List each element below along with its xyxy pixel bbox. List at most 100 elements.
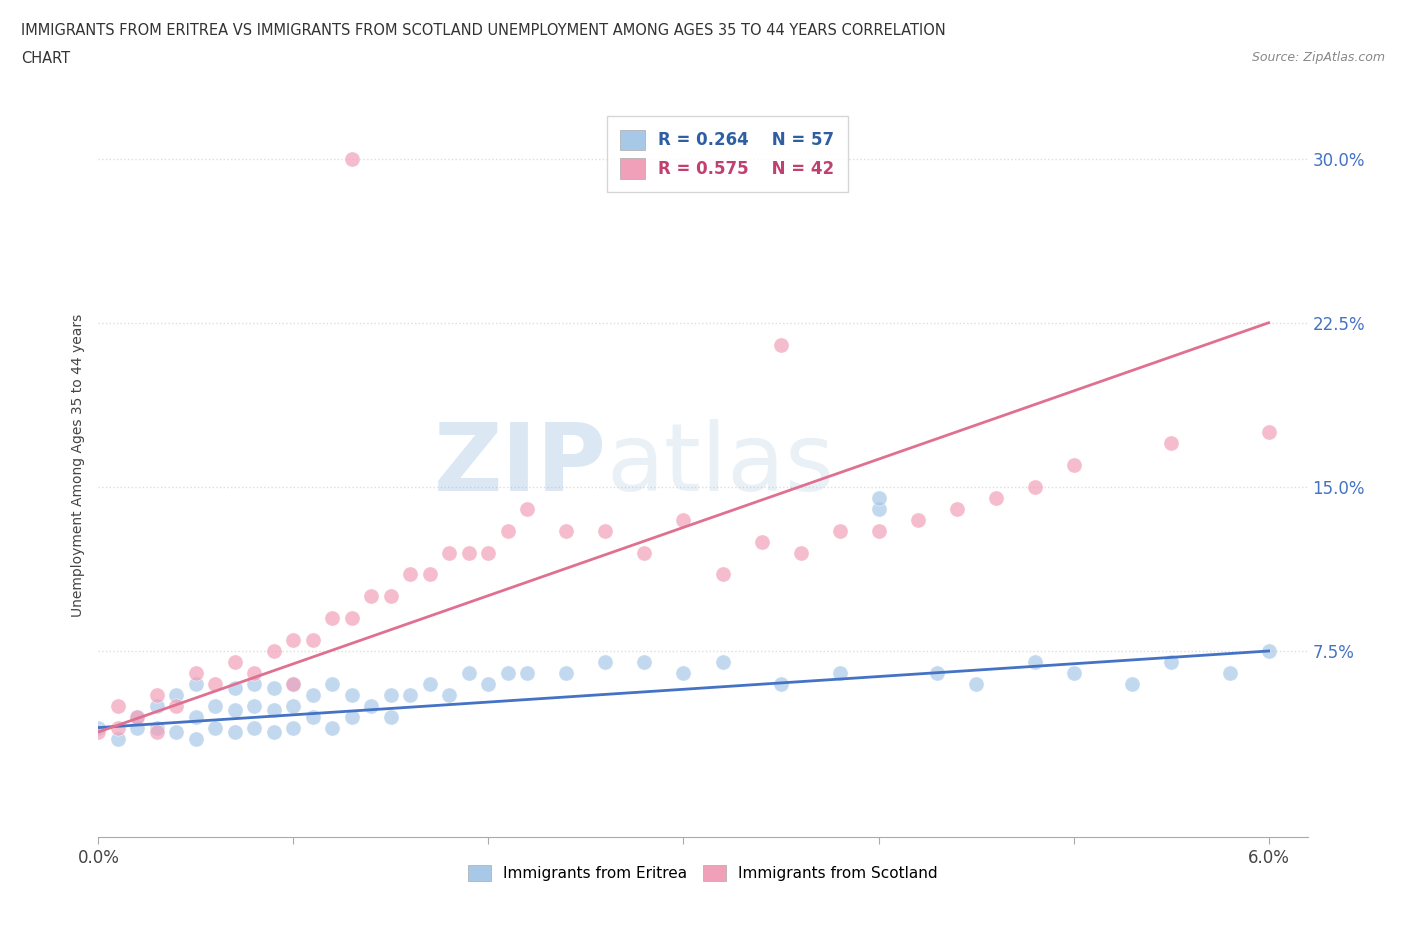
Point [399,687,422,702]
Point [263,681,285,696]
Point [380,710,402,724]
Point [224,681,246,696]
Point [711,567,734,582]
Point [263,644,285,658]
Point [496,666,519,681]
Point [224,655,246,670]
Point [283,698,305,713]
Point [399,567,422,582]
Point [672,512,695,527]
Point [243,666,266,681]
Point [907,512,929,527]
Point [184,666,207,681]
Point [672,666,695,681]
Text: atlas: atlas [606,419,835,511]
Point [127,710,149,724]
Point [1024,480,1046,495]
Point [107,731,129,746]
Point [283,720,305,735]
Point [868,524,890,538]
Point [868,501,890,516]
Point [595,524,617,538]
Point [243,676,266,691]
Point [751,534,773,549]
Y-axis label: Unemployment Among Ages 35 to 44 years: Unemployment Among Ages 35 to 44 years [72,313,86,617]
Point [224,703,246,718]
Point [380,589,402,604]
Point [1257,644,1279,658]
Point [165,724,187,739]
Point [945,501,967,516]
Point [165,698,187,713]
Point [458,666,481,681]
Point [769,676,792,691]
Text: Source: ZipAtlas.com: Source: ZipAtlas.com [1251,51,1385,64]
Point [925,666,948,681]
Point [243,720,266,735]
Point [828,666,851,681]
Point [458,545,481,560]
Point [769,338,792,352]
Point [633,655,655,670]
Point [340,710,363,724]
Point [828,524,851,538]
Point [595,655,617,670]
Point [263,724,285,739]
Point [711,655,734,670]
Point [419,567,441,582]
Point [204,676,226,691]
Point [516,666,538,681]
Point [263,703,285,718]
Point [439,687,461,702]
Point [184,731,207,746]
Point [321,676,343,691]
Point [1160,655,1182,670]
Point [555,524,578,538]
Point [1121,676,1143,691]
Point [283,632,305,647]
Point [321,720,343,735]
Point [477,676,499,691]
Point [184,676,207,691]
Point [204,698,226,713]
Point [87,724,110,739]
Point [380,687,402,702]
Point [1219,666,1241,681]
Point [419,676,441,691]
Point [283,676,305,691]
Point [107,720,129,735]
Text: IMMIGRANTS FROM ERITREA VS IMMIGRANTS FROM SCOTLAND UNEMPLOYMENT AMONG AGES 35 T: IMMIGRANTS FROM ERITREA VS IMMIGRANTS FR… [21,23,946,38]
Point [496,524,519,538]
Legend: Immigrants from Eritrea, Immigrants from Scotland: Immigrants from Eritrea, Immigrants from… [461,857,945,889]
Point [1257,425,1279,440]
Point [633,545,655,560]
Point [1063,458,1085,472]
Point [1024,655,1046,670]
Point [224,724,246,739]
Point [477,545,499,560]
Point [868,490,890,505]
Point [1063,666,1085,681]
Point [107,698,129,713]
Point [146,687,169,702]
Point [984,490,1007,505]
Point [516,501,538,516]
Point [302,632,325,647]
Point [127,720,149,735]
Point [340,611,363,626]
Point [360,589,382,604]
Point [127,710,149,724]
Point [165,687,187,702]
Point [360,698,382,713]
Point [146,698,169,713]
Point [555,666,578,681]
Point [439,545,461,560]
Point [283,676,305,691]
Point [204,720,226,735]
Point [146,724,169,739]
Text: ZIP: ZIP [433,419,606,511]
Point [302,687,325,702]
Point [789,545,811,560]
Point [184,710,207,724]
Point [1160,435,1182,450]
